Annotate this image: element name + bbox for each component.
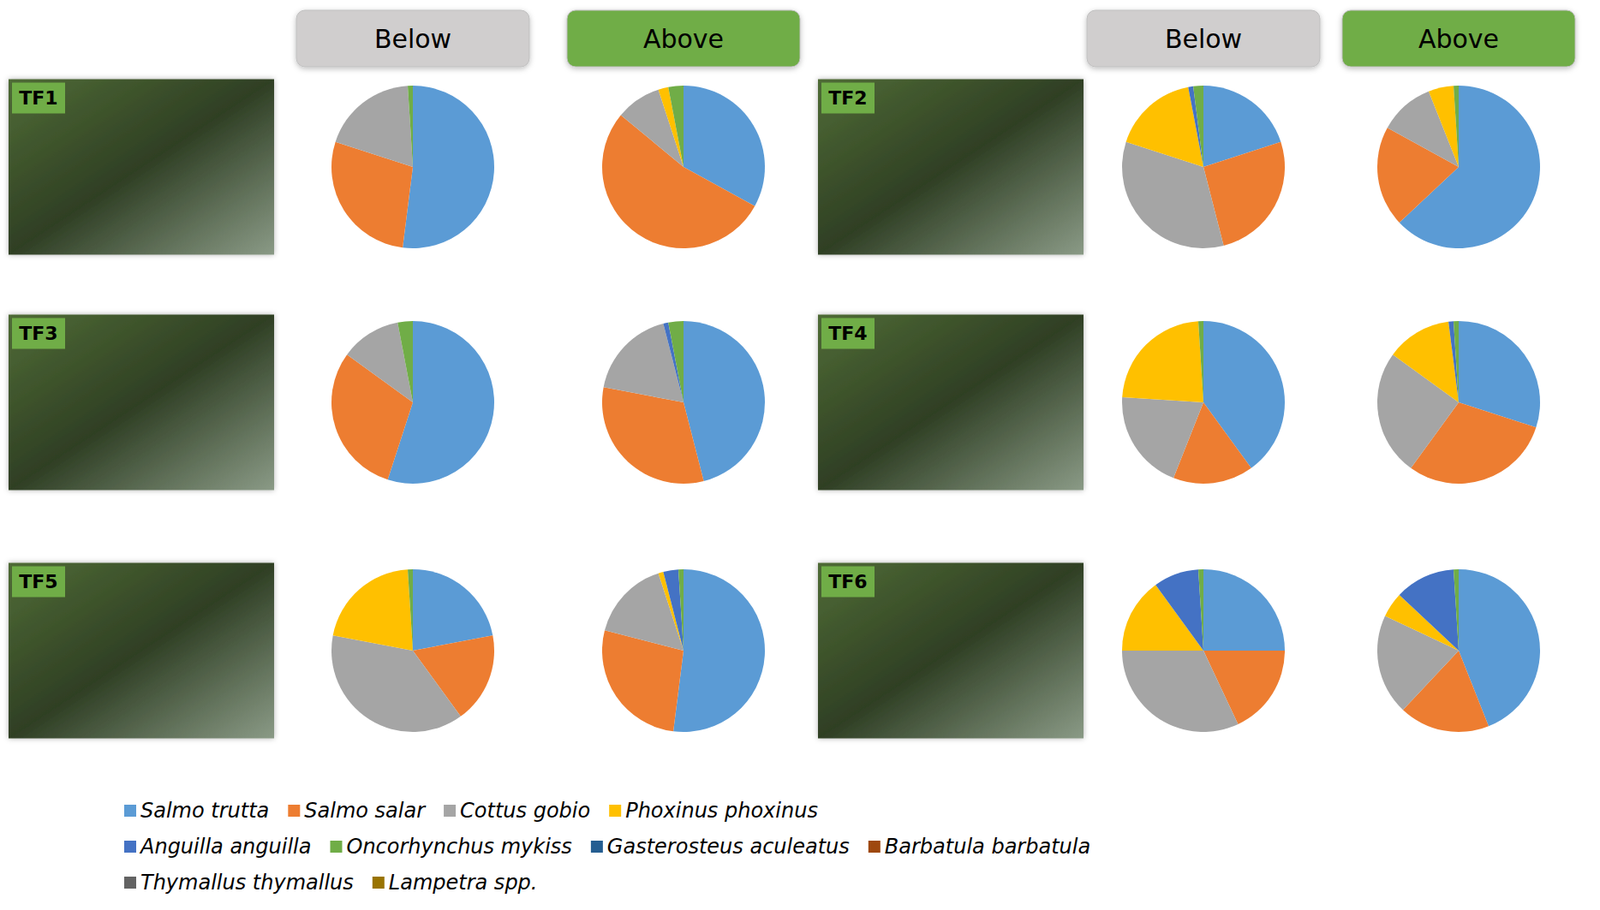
svg-text:Gasterosteus aculeatus: Gasterosteus aculeatus [607, 835, 850, 860]
svg-text:Below: Below [374, 23, 452, 54]
svg-text:Lampetra spp.: Lampetra spp. [388, 871, 538, 896]
svg-text:TF5: TF5 [18, 571, 58, 593]
svg-text:TF3: TF3 [18, 322, 58, 345]
svg-text:Salmo salar: Salmo salar [304, 799, 427, 824]
svg-text:Above: Above [643, 23, 724, 54]
svg-text:Oncorhynchus mykiss: Oncorhynchus mykiss [346, 835, 572, 860]
svg-text:TF1: TF1 [18, 87, 58, 109]
svg-text:Barbatula barbatula: Barbatula barbatula [884, 835, 1091, 860]
svg-text:Cottus gobio: Cottus gobio [459, 799, 591, 824]
svg-text:TF2: TF2 [828, 87, 867, 109]
svg-text:TF4: TF4 [828, 322, 867, 345]
svg-text:Salmo trutta: Salmo trutta [140, 799, 269, 824]
svg-text:TF6: TF6 [828, 571, 867, 593]
svg-text:Above: Above [1418, 23, 1499, 54]
svg-text:Below: Below [1164, 23, 1242, 54]
svg-text:Thymallus thymallus: Thymallus thymallus [140, 871, 354, 896]
svg-text:Anguilla anguilla: Anguilla anguilla [138, 835, 312, 860]
svg-text:Phoxinus phoxinus: Phoxinus phoxinus [625, 799, 818, 824]
